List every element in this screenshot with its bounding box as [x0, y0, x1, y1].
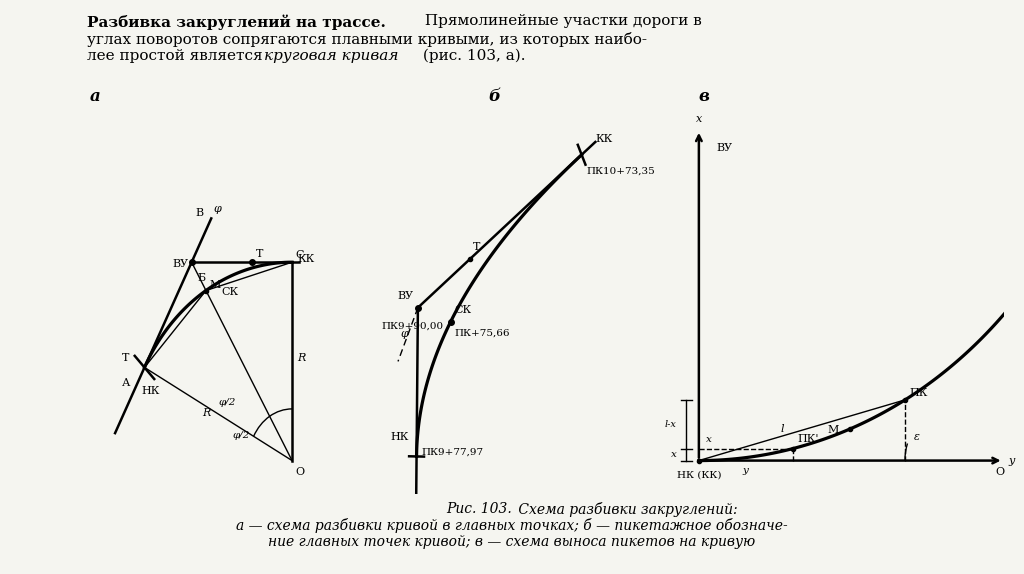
Text: φ: φ	[400, 329, 409, 339]
Text: Т: Т	[122, 353, 129, 363]
Text: φ/2: φ/2	[232, 431, 250, 440]
Text: углах поворотов сопрягаются плавными кривыми, из которых наибо-: углах поворотов сопрягаются плавными кри…	[87, 32, 647, 46]
Text: НК: НК	[390, 432, 409, 442]
Text: ПК10+73,35: ПК10+73,35	[587, 166, 655, 175]
Text: б: б	[488, 88, 501, 105]
Text: R: R	[203, 408, 211, 418]
Text: в: в	[698, 88, 710, 105]
Text: М: М	[827, 425, 839, 435]
Text: КК: КК	[297, 254, 314, 264]
Text: ние главных точек кривой; в — схема выноса пикетов на кривую: ние главных точек кривой; в — схема выно…	[268, 535, 756, 549]
Text: x: x	[695, 114, 702, 123]
Text: ПК9+77,97: ПК9+77,97	[421, 447, 483, 456]
Text: Прямолинейные участки дороги в: Прямолинейные участки дороги в	[420, 14, 701, 28]
Text: ПК9+90,00: ПК9+90,00	[382, 321, 444, 330]
Text: ПК': ПК'	[797, 435, 818, 444]
Text: Рис. 103.: Рис. 103.	[446, 502, 512, 516]
Text: ВУ: ВУ	[397, 292, 414, 301]
Text: лее простой является: лее простой является	[87, 49, 267, 63]
Text: Т: Т	[473, 242, 480, 253]
Text: ПК: ПК	[909, 387, 928, 398]
Text: y: y	[742, 466, 749, 475]
Text: φ: φ	[214, 204, 221, 214]
Text: ε: ε	[913, 432, 920, 442]
Text: Разбивка закруглений на трассе.: Разбивка закруглений на трассе.	[87, 14, 386, 30]
Text: x: x	[671, 450, 677, 459]
Text: Б: Б	[198, 273, 206, 283]
Text: круговая кривая: круговая кривая	[264, 49, 398, 63]
Text: y: y	[1009, 456, 1015, 466]
Text: С: С	[296, 250, 304, 260]
Text: а: а	[90, 88, 100, 105]
Text: (рис. 103, а).: (рис. 103, а).	[418, 49, 525, 63]
Text: l: l	[780, 424, 784, 435]
Text: ВУ: ВУ	[172, 259, 188, 269]
Text: НК: НК	[141, 386, 160, 396]
Text: ПК+75,66: ПК+75,66	[455, 329, 510, 338]
Text: А: А	[122, 378, 130, 388]
Text: φ/2: φ/2	[219, 398, 237, 407]
Text: В: В	[196, 208, 204, 218]
Text: ВУ: ВУ	[717, 142, 733, 153]
Text: М: М	[210, 281, 221, 290]
Text: СК: СК	[221, 286, 239, 297]
Text: Т: Т	[256, 249, 263, 259]
Text: КК: КК	[595, 134, 612, 144]
Text: R: R	[297, 354, 305, 363]
Text: О: О	[296, 467, 305, 477]
Text: x: x	[707, 436, 712, 444]
Text: СК: СК	[455, 305, 472, 316]
Text: l-x: l-x	[665, 420, 676, 429]
Text: Схема разбивки закруглений:: Схема разбивки закруглений:	[514, 502, 737, 517]
Text: НК (КК): НК (КК)	[677, 470, 721, 479]
Text: О: О	[995, 467, 1005, 477]
Text: а — схема разбивки кривой в главных точках; б — пикетажное обозначе-: а — схема разбивки кривой в главных точк…	[237, 518, 787, 533]
